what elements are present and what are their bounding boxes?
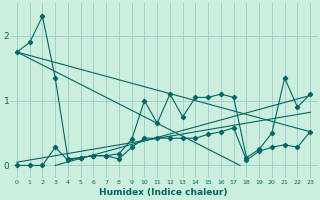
X-axis label: Humidex (Indice chaleur): Humidex (Indice chaleur) <box>99 188 228 197</box>
